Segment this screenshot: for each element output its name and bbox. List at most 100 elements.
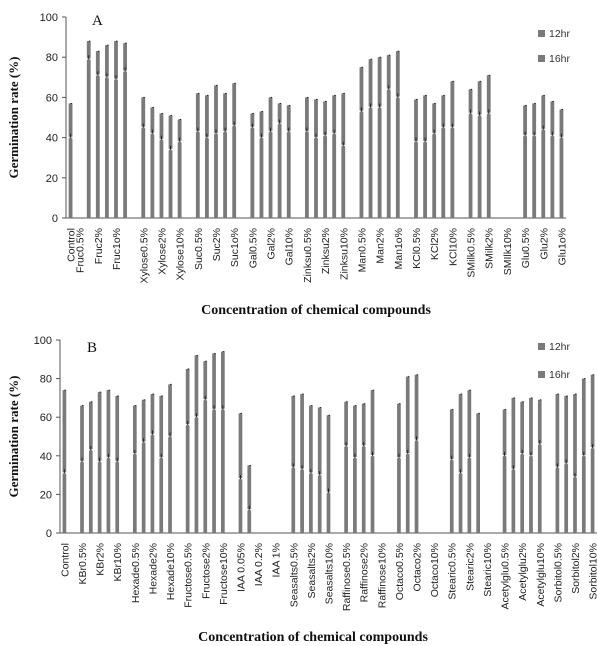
bar-16hr — [62, 390, 67, 533]
bar-16hr — [476, 413, 481, 533]
bar-12hr — [160, 139, 163, 218]
bar-12hr — [150, 133, 154, 218]
bar-12hr — [468, 457, 471, 533]
panel-label: A — [92, 13, 103, 29]
bar-12hr — [96, 75, 100, 218]
y-axis-label: Germination rate (%) — [6, 56, 21, 178]
bar-12hr — [239, 478, 242, 533]
bar-12hr — [203, 399, 207, 533]
bar-12hr — [212, 409, 216, 533]
x-tick-label: Octaco2% — [412, 543, 424, 591]
x-tick-label: Gal0.5% — [247, 228, 259, 268]
x-tick-label: Suc1o% — [229, 228, 241, 267]
legend-swatch — [538, 55, 545, 62]
x-tick-label: Man1o% — [393, 228, 405, 269]
x-tick-label: Sorbitol0.5% — [552, 543, 564, 603]
bar-12hr — [278, 123, 282, 218]
bar-12hr — [520, 453, 524, 533]
bar-12hr — [178, 141, 182, 218]
bar-12hr — [309, 473, 313, 533]
bar-12hr — [133, 453, 137, 533]
x-tick-label: Fruc1o% — [111, 228, 123, 270]
x-tick-label: KCl2% — [429, 228, 441, 260]
bar-12hr — [247, 509, 251, 533]
x-tick-label: Stearic0.5% — [447, 543, 459, 600]
bar-16hr — [247, 465, 252, 533]
bar-12hr — [523, 135, 527, 218]
x-tick-label: Fruc0.5% — [75, 228, 87, 273]
bar-12hr — [550, 135, 554, 218]
x-tick-label: Raffinose2% — [359, 543, 371, 602]
bar-12hr — [353, 457, 357, 533]
y-tick-label: 60 — [40, 412, 52, 424]
bar-12hr — [532, 135, 536, 218]
x-tick-label: Stearic10% — [482, 543, 494, 597]
bar-12hr — [250, 127, 254, 218]
bar-12hr — [159, 457, 163, 533]
x-tick-label: KBr10% — [112, 543, 124, 582]
x-tick-label: Zinksu10% — [338, 228, 350, 280]
bar-12hr — [414, 141, 418, 218]
x-tick-label: KBr0.5% — [77, 543, 89, 584]
bar-12hr — [98, 461, 101, 533]
bar-16hr — [326, 415, 331, 533]
bar-12hr — [387, 89, 391, 218]
y-tick-label: 0 — [52, 213, 58, 225]
bar-12hr — [591, 448, 594, 533]
bar-12hr — [415, 440, 418, 533]
bar-12hr — [371, 455, 374, 533]
bar-12hr — [107, 457, 110, 533]
x-tick-label: Control — [66, 228, 78, 262]
bar-12hr — [314, 137, 318, 218]
bar-12hr — [560, 137, 563, 218]
bar-12hr — [323, 135, 327, 218]
x-tick-label: Man0.5% — [356, 228, 368, 272]
x-tick-label: Gal10% — [284, 228, 296, 265]
legend-label: 12hr — [549, 28, 571, 40]
bar-12hr — [69, 137, 72, 218]
bar-16hr — [458, 394, 463, 533]
bar-12hr — [105, 77, 109, 218]
legend-label: 16hr — [549, 369, 571, 381]
bar-12hr — [538, 444, 542, 533]
x-tick-label: IAA 1% — [271, 543, 283, 577]
x-tick-label: Xylose10% — [175, 228, 187, 281]
x-tick-label: IAA 0.05% — [235, 543, 247, 592]
bar-12hr — [564, 463, 568, 533]
bar-12hr — [556, 467, 559, 533]
bar-12hr — [232, 125, 236, 218]
bar-12hr — [305, 131, 309, 218]
bar-12hr — [269, 131, 272, 218]
x-tick-label: Fructose0.5% — [183, 543, 195, 608]
x-tick-label: Gal2% — [266, 228, 278, 260]
x-tick-label: Fruc2% — [93, 228, 105, 264]
x-tick-label: KCl0.5% — [411, 228, 423, 269]
bar-12hr — [300, 469, 304, 533]
bar-12hr — [341, 145, 345, 218]
legend-swatch — [538, 30, 545, 37]
x-tick-label: Control — [59, 543, 71, 577]
x-tick-label: SMilk0.5% — [466, 228, 478, 278]
y-tick-label: 100 — [34, 335, 52, 347]
y-axis-label: Germination rate (%) — [6, 375, 21, 497]
y-tick-label: 40 — [46, 133, 58, 145]
bar-12hr — [115, 461, 119, 533]
bar-16hr — [573, 394, 577, 533]
y-tick-label: 0 — [46, 528, 52, 540]
bar-12hr — [512, 469, 515, 533]
x-tick-label: Suc2% — [211, 228, 223, 261]
bar-12hr — [87, 59, 91, 219]
legend-label: 12hr — [549, 341, 571, 353]
x-tick-label: SMIlk10% — [502, 228, 514, 275]
x-tick-label: KCl10% — [447, 228, 459, 266]
bar-12hr — [378, 107, 382, 218]
x-axis-label: Concentration of chemical compounds — [198, 630, 428, 645]
y-tick-label: 100 — [40, 12, 58, 24]
y-tick-label: 20 — [46, 173, 58, 185]
x-tick-label: Fructose10% — [218, 543, 230, 605]
bar-12hr — [114, 79, 118, 218]
x-tick-label: KBr2% — [95, 543, 107, 576]
bar-12hr — [432, 133, 436, 218]
bar-12hr — [423, 141, 427, 218]
